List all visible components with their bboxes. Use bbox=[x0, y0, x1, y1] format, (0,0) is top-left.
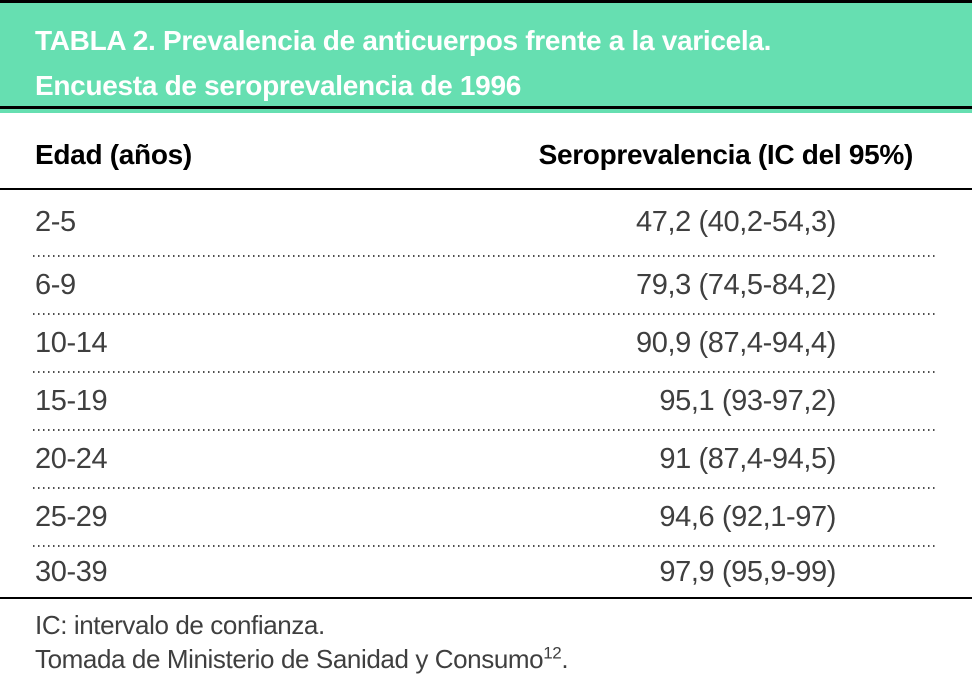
column-header-edad: Edad (años) bbox=[35, 139, 192, 170]
cell-edad: 2-5 bbox=[35, 206, 76, 238]
cell-edad: 20-24 bbox=[35, 442, 108, 475]
cell-seroprevalencia: 79,3 (74,5-84,2) bbox=[636, 268, 836, 301]
cell-seroprevalencia: 91 (87,4-94,5) bbox=[659, 442, 836, 475]
cell-edad: 10-14 bbox=[35, 326, 108, 359]
table-row: 2-5 47,2 (40,2-54,3) bbox=[0, 190, 972, 255]
table-title-banner: TABLA 2. Prevalencia de anticuerpos fren… bbox=[0, 3, 972, 113]
top-border-rule bbox=[0, 0, 972, 3]
table-row: 25-29 94,6 (92,1-97) bbox=[0, 489, 972, 545]
table-row: 30-39 97,9 (95,9-99) bbox=[0, 547, 972, 597]
table-row: 6-9 79,3 (74,5-84,2) bbox=[0, 257, 972, 313]
footer-rule bbox=[0, 597, 972, 599]
banner-bottom-rule bbox=[0, 106, 972, 109]
table-row: 20-24 91 (87,4-94,5) bbox=[0, 431, 972, 487]
row-separator bbox=[33, 545, 938, 547]
cell-edad: 30-39 bbox=[35, 555, 108, 588]
cell-seroprevalencia: 94,6 (92,1-97) bbox=[659, 500, 836, 533]
cell-seroprevalencia: 47,2 (40,2-54,3) bbox=[636, 206, 836, 238]
table-title-line-2: Encuesta de seroprevalencia de 1996 bbox=[35, 70, 521, 101]
row-separator bbox=[33, 429, 938, 431]
row-separator bbox=[33, 371, 938, 373]
table-row: 10-14 90,9 (87,4-94,4) bbox=[0, 315, 972, 371]
footnotes: IC: intervalo de confianza. Tomada de Mi… bbox=[0, 599, 972, 676]
cell-seroprevalencia: 90,9 (87,4-94,4) bbox=[636, 326, 836, 359]
table-body: 2-5 47,2 (40,2-54,3) 6-9 79,3 (74,5-84,2… bbox=[0, 190, 972, 597]
table-row: 15-19 95,1 (93-97,2) bbox=[0, 373, 972, 429]
footnote-source-period: . bbox=[561, 644, 569, 674]
table-title-line-1: TABLA 2. Prevalencia de anticuerpos fren… bbox=[35, 25, 772, 56]
row-separator bbox=[33, 255, 938, 257]
row-separator bbox=[33, 313, 938, 315]
header-underline-rule bbox=[0, 188, 972, 190]
cell-seroprevalencia: 97,9 (95,9-99) bbox=[659, 555, 836, 588]
footnote-source-text: Tomada de Ministerio de Sanidad y Consum… bbox=[35, 644, 544, 674]
footnote-ic: IC: intervalo de confianza. bbox=[35, 610, 325, 640]
cell-seroprevalencia: 95,1 (93-97,2) bbox=[659, 384, 836, 417]
footnote-reference-superscript: 12 bbox=[543, 643, 562, 663]
column-header-row: Edad (años) Seroprevalencia (IC del 95%) bbox=[0, 139, 972, 171]
footnote-source: Tomada de Ministerio de Sanidad y Consum… bbox=[35, 642, 937, 676]
cell-edad: 15-19 bbox=[35, 384, 108, 417]
cell-edad: 25-29 bbox=[35, 500, 108, 533]
row-separator bbox=[33, 487, 938, 489]
cell-edad: 6-9 bbox=[35, 268, 76, 301]
column-header-seroprevalencia: Seroprevalencia (IC del 95%) bbox=[538, 139, 914, 170]
